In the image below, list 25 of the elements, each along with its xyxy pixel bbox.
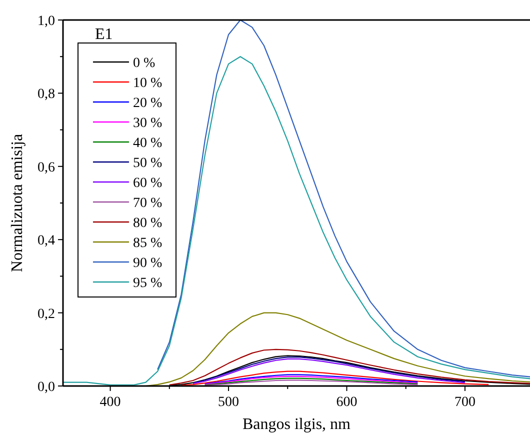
y-tick-label: 1,0 xyxy=(38,14,55,29)
y-tick-label: 0,8 xyxy=(38,87,55,102)
legend-label: 70 % xyxy=(133,196,162,211)
legend-label: 80 % xyxy=(133,216,162,231)
legend-title: E1 xyxy=(95,26,113,43)
x-tick-label: 600 xyxy=(336,395,358,410)
y-tick-label: 0,2 xyxy=(38,306,55,322)
legend-label: 50 % xyxy=(133,156,162,171)
x-tick-label: 700 xyxy=(454,395,476,410)
legend-label: 0 % xyxy=(133,56,156,71)
legend-label: 10 % xyxy=(133,76,162,91)
legend-label: 90 % xyxy=(133,256,162,271)
legend-label: 95 % xyxy=(133,276,162,291)
legend-label: 30 % xyxy=(133,116,162,131)
legend-label: 60 % xyxy=(133,176,162,191)
x-axis-title: Bangos ilgis, nm xyxy=(242,416,352,433)
x-tick-label: 400 xyxy=(100,395,121,410)
y-tick-label: 0,0 xyxy=(38,380,55,395)
legend-label: 85 % xyxy=(133,236,162,251)
legend-label: 20 % xyxy=(133,96,162,111)
x-tick-label: 500 xyxy=(218,395,240,410)
legend-label: 40 % xyxy=(133,136,162,151)
y-tick-label: 0,6 xyxy=(38,160,55,176)
y-axis-title: Normalizuota emisija xyxy=(9,134,26,272)
y-tick-label: 0,4 xyxy=(38,234,55,249)
